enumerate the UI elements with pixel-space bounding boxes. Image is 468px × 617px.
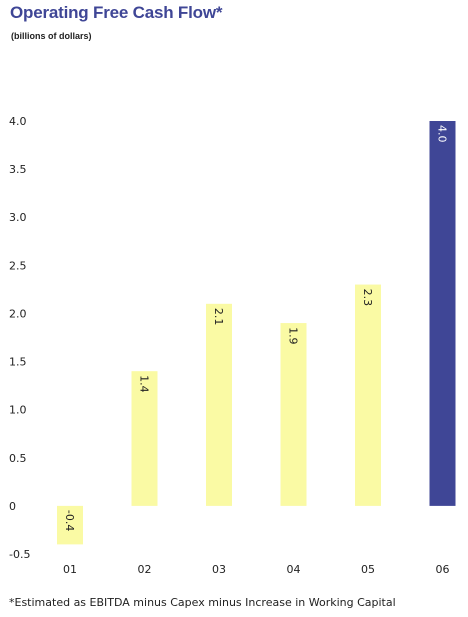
bar-06 bbox=[429, 121, 456, 506]
bar-02 bbox=[131, 371, 158, 506]
x-category-label: 06 bbox=[436, 563, 450, 576]
chart-title: Operating Free Cash Flow* bbox=[10, 3, 223, 22]
bar-05 bbox=[355, 284, 381, 506]
bar-04 bbox=[280, 323, 307, 506]
bar-value-label: 1.4 bbox=[138, 375, 151, 393]
y-tick-label: 4.0 bbox=[9, 115, 27, 128]
y-tick-label: 3.5 bbox=[9, 163, 27, 176]
y-tick-label: 0.5 bbox=[9, 452, 27, 465]
bar-01 bbox=[57, 505, 83, 545]
y-tick-label: 1.5 bbox=[9, 356, 27, 369]
y-tick-label: -0.5 bbox=[9, 548, 30, 561]
bar-03 bbox=[206, 303, 232, 506]
y-tick-label: 2.0 bbox=[9, 307, 27, 320]
x-category-label: 03 bbox=[212, 563, 226, 576]
bar-value-label: 2.1 bbox=[212, 308, 225, 326]
x-category-label: 05 bbox=[361, 563, 375, 576]
y-tick-label: 2.5 bbox=[9, 259, 27, 272]
y-tick-label: 3.0 bbox=[9, 211, 27, 224]
y-tick-label: 0 bbox=[9, 500, 16, 513]
bar-value-label: 4.0 bbox=[436, 125, 449, 143]
bar-value-label: 1.9 bbox=[287, 327, 300, 345]
x-category-label: 01 bbox=[63, 563, 77, 576]
x-category-label: 02 bbox=[138, 563, 152, 576]
footnote: *Estimated as EBITDA minus Capex minus I… bbox=[9, 596, 396, 609]
y-tick-label: 1.0 bbox=[9, 404, 27, 417]
x-category-label: 04 bbox=[287, 563, 301, 576]
chart-subtitle: (billions of dollars) bbox=[11, 31, 92, 41]
bar-value-label: 2.3 bbox=[361, 289, 374, 307]
bar-value-label: -0.4 bbox=[63, 510, 76, 531]
